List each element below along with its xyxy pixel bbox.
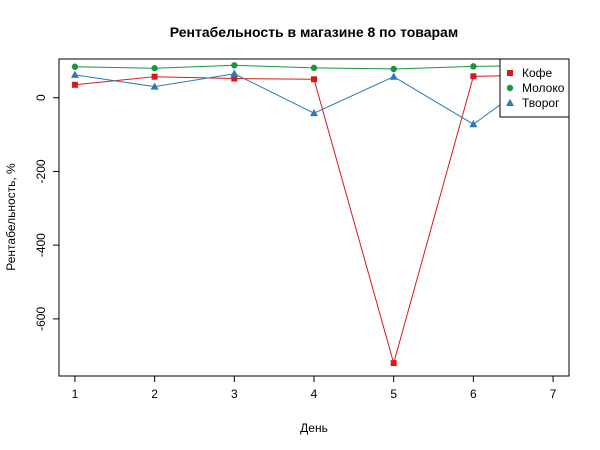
x-axis-label: День — [300, 421, 328, 435]
data-point — [390, 65, 397, 73]
x-axis: 1 2 3 4 5 6 7 — [72, 376, 557, 401]
data-point — [389, 72, 398, 80]
data-point — [470, 63, 477, 70]
y-axis-label: Рентабельность, % — [4, 163, 18, 271]
x-tick-label: 4 — [311, 387, 318, 401]
x-tick-label: 7 — [550, 387, 557, 401]
series-triangle — [70, 62, 558, 128]
data-point — [231, 75, 238, 82]
y-tick-label: 0 — [34, 94, 48, 101]
x-tick-label: 3 — [231, 387, 238, 401]
y-tick-label: -200 — [34, 159, 48, 183]
data-point — [311, 76, 317, 83]
data-point — [70, 70, 79, 78]
data-point — [151, 73, 158, 80]
y-tick-label: -400 — [34, 233, 48, 257]
plot-frame — [58, 58, 570, 377]
legend-marker — [506, 84, 514, 92]
y-axis: -600 -400 -200 0 — [34, 94, 59, 331]
data-point — [470, 73, 477, 80]
data-point — [310, 108, 318, 117]
legend-marker — [506, 98, 514, 106]
data-point — [150, 82, 159, 90]
series-circle — [71, 62, 557, 73]
data-point — [469, 120, 478, 128]
x-tick-label: 6 — [470, 387, 477, 401]
data-point — [231, 62, 238, 69]
x-tick-label: 5 — [390, 387, 397, 401]
y-tick-label: -600 — [34, 307, 48, 331]
legend-label: Кофе — [522, 66, 553, 80]
chart-title: Рентабельность в магазине 8 по товарам — [170, 24, 458, 40]
data-point — [151, 65, 158, 72]
legend-marker — [507, 70, 513, 76]
x-tick-label: 1 — [72, 387, 79, 401]
x-tick-label: 2 — [151, 387, 158, 401]
series-square — [71, 71, 557, 367]
data-point — [310, 64, 318, 72]
data-point — [71, 63, 79, 70]
legend-label: Творог — [522, 96, 560, 110]
data-point — [71, 81, 78, 88]
series-layer — [70, 62, 558, 367]
data-point — [230, 69, 239, 77]
legend-label: Молоко — [522, 81, 565, 95]
data-point — [390, 360, 397, 367]
